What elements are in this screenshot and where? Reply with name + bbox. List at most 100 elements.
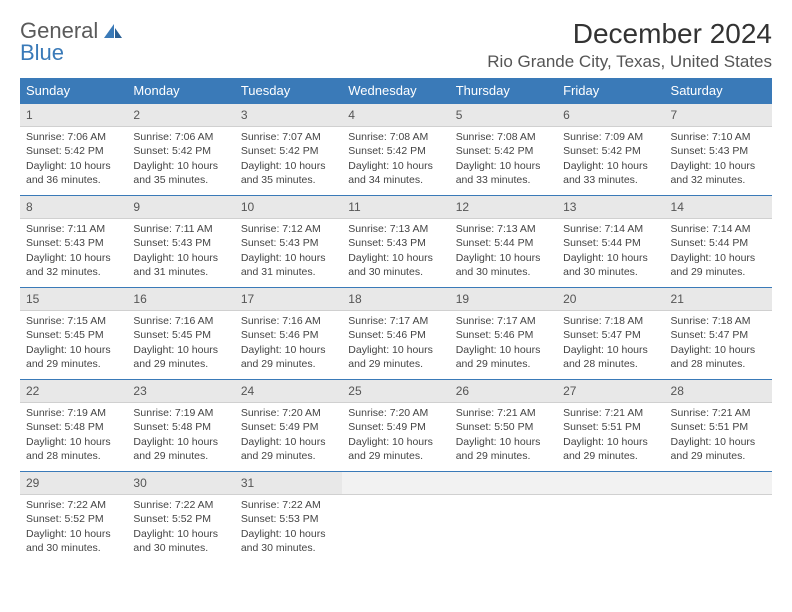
daylight-text: Daylight: 10 hours and 29 minutes. (133, 435, 228, 463)
sunrise-text: Sunrise: 7:09 AM (563, 130, 658, 144)
sunrise-text: Sunrise: 7:20 AM (348, 406, 443, 420)
sunrise-text: Sunrise: 7:19 AM (133, 406, 228, 420)
sunrise-text: Sunrise: 7:22 AM (26, 498, 121, 512)
sunset-text: Sunset: 5:43 PM (348, 236, 443, 250)
daylight-text: Daylight: 10 hours and 29 minutes. (26, 343, 121, 371)
day-details: Sunrise: 7:22 AMSunset: 5:52 PMDaylight:… (127, 495, 234, 560)
day-details: Sunrise: 7:22 AMSunset: 5:53 PMDaylight:… (235, 495, 342, 560)
daylight-text: Daylight: 10 hours and 30 minutes. (348, 251, 443, 279)
day-number: 27 (557, 380, 664, 403)
daylight-text: Daylight: 10 hours and 30 minutes. (26, 527, 121, 555)
month-title: December 2024 (487, 18, 772, 50)
weekday-header: Friday (557, 78, 664, 104)
day-details: Sunrise: 7:14 AMSunset: 5:44 PMDaylight:… (665, 219, 772, 284)
day-number: 24 (235, 380, 342, 403)
sunset-text: Sunset: 5:49 PM (348, 420, 443, 434)
day-number: 6 (557, 104, 664, 127)
day-details: Sunrise: 7:06 AMSunset: 5:42 PMDaylight:… (20, 127, 127, 192)
day-details: Sunrise: 7:06 AMSunset: 5:42 PMDaylight:… (127, 127, 234, 192)
calendar-week-row: 15Sunrise: 7:15 AMSunset: 5:45 PMDayligh… (20, 288, 772, 380)
sunrise-text: Sunrise: 7:15 AM (26, 314, 121, 328)
day-details: Sunrise: 7:19 AMSunset: 5:48 PMDaylight:… (20, 403, 127, 468)
sunset-text: Sunset: 5:48 PM (26, 420, 121, 434)
weekday-header: Tuesday (235, 78, 342, 104)
sunset-text: Sunset: 5:47 PM (671, 328, 766, 342)
day-number-empty (665, 472, 772, 495)
sunset-text: Sunset: 5:46 PM (241, 328, 336, 342)
weekday-header: Sunday (20, 78, 127, 104)
daylight-text: Daylight: 10 hours and 32 minutes. (671, 159, 766, 187)
calendar-day-cell (557, 472, 664, 564)
calendar-day-cell: 8Sunrise: 7:11 AMSunset: 5:43 PMDaylight… (20, 196, 127, 288)
day-number: 13 (557, 196, 664, 219)
calendar-day-cell: 1Sunrise: 7:06 AMSunset: 5:42 PMDaylight… (20, 104, 127, 196)
daylight-text: Daylight: 10 hours and 29 minutes. (671, 435, 766, 463)
daylight-text: Daylight: 10 hours and 29 minutes. (241, 435, 336, 463)
sunrise-text: Sunrise: 7:08 AM (456, 130, 551, 144)
calendar-week-row: 29Sunrise: 7:22 AMSunset: 5:52 PMDayligh… (20, 472, 772, 564)
day-number: 28 (665, 380, 772, 403)
weekday-header-row: Sunday Monday Tuesday Wednesday Thursday… (20, 78, 772, 104)
day-details: Sunrise: 7:11 AMSunset: 5:43 PMDaylight:… (20, 219, 127, 284)
calendar-body: 1Sunrise: 7:06 AMSunset: 5:42 PMDaylight… (20, 104, 772, 564)
calendar-day-cell: 25Sunrise: 7:20 AMSunset: 5:49 PMDayligh… (342, 380, 449, 472)
sunset-text: Sunset: 5:42 PM (133, 144, 228, 158)
calendar-day-cell: 15Sunrise: 7:15 AMSunset: 5:45 PMDayligh… (20, 288, 127, 380)
calendar-day-cell: 4Sunrise: 7:08 AMSunset: 5:42 PMDaylight… (342, 104, 449, 196)
daylight-text: Daylight: 10 hours and 29 minutes. (133, 343, 228, 371)
sunrise-text: Sunrise: 7:07 AM (241, 130, 336, 144)
sail-icon (102, 22, 124, 40)
day-number: 26 (450, 380, 557, 403)
day-details: Sunrise: 7:18 AMSunset: 5:47 PMDaylight:… (557, 311, 664, 376)
day-number: 18 (342, 288, 449, 311)
calendar-day-cell: 27Sunrise: 7:21 AMSunset: 5:51 PMDayligh… (557, 380, 664, 472)
sunset-text: Sunset: 5:45 PM (26, 328, 121, 342)
day-details: Sunrise: 7:14 AMSunset: 5:44 PMDaylight:… (557, 219, 664, 284)
sunrise-text: Sunrise: 7:12 AM (241, 222, 336, 236)
day-details: Sunrise: 7:08 AMSunset: 5:42 PMDaylight:… (450, 127, 557, 192)
day-number: 5 (450, 104, 557, 127)
day-number: 3 (235, 104, 342, 127)
day-details: Sunrise: 7:13 AMSunset: 5:44 PMDaylight:… (450, 219, 557, 284)
day-number: 16 (127, 288, 234, 311)
calendar-day-cell: 23Sunrise: 7:19 AMSunset: 5:48 PMDayligh… (127, 380, 234, 472)
calendar-day-cell: 13Sunrise: 7:14 AMSunset: 5:44 PMDayligh… (557, 196, 664, 288)
day-number: 17 (235, 288, 342, 311)
day-details: Sunrise: 7:12 AMSunset: 5:43 PMDaylight:… (235, 219, 342, 284)
sunset-text: Sunset: 5:45 PM (133, 328, 228, 342)
daylight-text: Daylight: 10 hours and 28 minutes. (671, 343, 766, 371)
sunrise-text: Sunrise: 7:06 AM (133, 130, 228, 144)
sunrise-text: Sunrise: 7:11 AM (133, 222, 228, 236)
daylight-text: Daylight: 10 hours and 29 minutes. (348, 343, 443, 371)
daylight-text: Daylight: 10 hours and 33 minutes. (563, 159, 658, 187)
day-details: Sunrise: 7:11 AMSunset: 5:43 PMDaylight:… (127, 219, 234, 284)
sunset-text: Sunset: 5:43 PM (671, 144, 766, 158)
calendar-week-row: 1Sunrise: 7:06 AMSunset: 5:42 PMDaylight… (20, 104, 772, 196)
sunrise-text: Sunrise: 7:18 AM (563, 314, 658, 328)
sunset-text: Sunset: 5:50 PM (456, 420, 551, 434)
day-details: Sunrise: 7:21 AMSunset: 5:51 PMDaylight:… (557, 403, 664, 468)
daylight-text: Daylight: 10 hours and 34 minutes. (348, 159, 443, 187)
day-details: Sunrise: 7:08 AMSunset: 5:42 PMDaylight:… (342, 127, 449, 192)
calendar-day-cell: 21Sunrise: 7:18 AMSunset: 5:47 PMDayligh… (665, 288, 772, 380)
day-details: Sunrise: 7:15 AMSunset: 5:45 PMDaylight:… (20, 311, 127, 376)
sunrise-text: Sunrise: 7:22 AM (241, 498, 336, 512)
sunrise-text: Sunrise: 7:21 AM (456, 406, 551, 420)
sunset-text: Sunset: 5:49 PM (241, 420, 336, 434)
day-details: Sunrise: 7:22 AMSunset: 5:52 PMDaylight:… (20, 495, 127, 560)
calendar-day-cell: 28Sunrise: 7:21 AMSunset: 5:51 PMDayligh… (665, 380, 772, 472)
calendar-day-cell: 16Sunrise: 7:16 AMSunset: 5:45 PMDayligh… (127, 288, 234, 380)
sunrise-text: Sunrise: 7:16 AM (241, 314, 336, 328)
day-number: 29 (20, 472, 127, 495)
calendar-day-cell: 18Sunrise: 7:17 AMSunset: 5:46 PMDayligh… (342, 288, 449, 380)
weekday-header: Monday (127, 78, 234, 104)
sunset-text: Sunset: 5:52 PM (26, 512, 121, 526)
sunrise-text: Sunrise: 7:10 AM (671, 130, 766, 144)
calendar-day-cell: 10Sunrise: 7:12 AMSunset: 5:43 PMDayligh… (235, 196, 342, 288)
day-details: Sunrise: 7:19 AMSunset: 5:48 PMDaylight:… (127, 403, 234, 468)
sunset-text: Sunset: 5:42 PM (456, 144, 551, 158)
daylight-text: Daylight: 10 hours and 31 minutes. (133, 251, 228, 279)
brand-text-2: Blue (20, 40, 64, 66)
day-number: 10 (235, 196, 342, 219)
day-number: 21 (665, 288, 772, 311)
